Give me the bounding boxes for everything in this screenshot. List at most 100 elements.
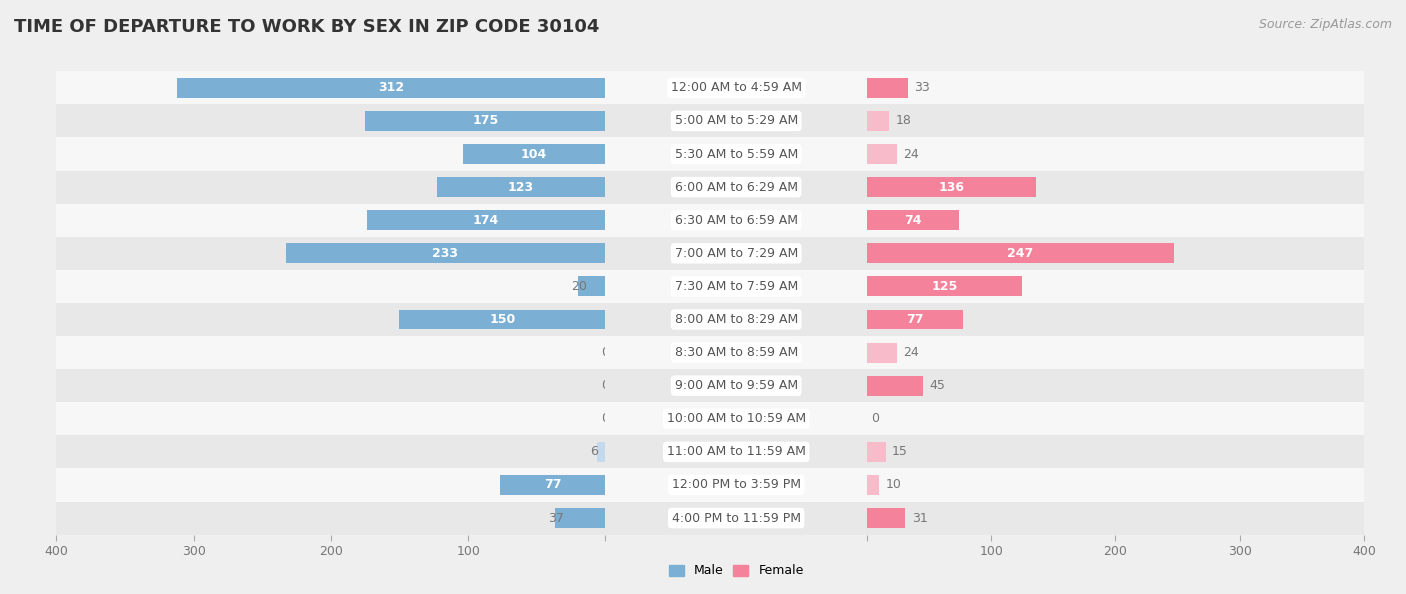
Bar <box>56 369 606 402</box>
Bar <box>868 336 1364 369</box>
Bar <box>606 402 868 435</box>
Bar <box>56 303 606 336</box>
Text: 0: 0 <box>602 346 609 359</box>
Bar <box>606 303 868 336</box>
Bar <box>606 237 868 270</box>
Text: 9:00 AM to 9:59 AM: 9:00 AM to 9:59 AM <box>675 379 797 392</box>
Bar <box>868 309 963 330</box>
Bar <box>56 435 606 469</box>
Bar <box>868 376 922 396</box>
Bar <box>868 303 1364 336</box>
Text: 8:00 AM to 8:29 AM: 8:00 AM to 8:29 AM <box>675 313 797 326</box>
Bar <box>868 105 1364 137</box>
Text: 33: 33 <box>914 81 929 94</box>
Text: 74: 74 <box>904 214 922 227</box>
Bar <box>56 303 606 336</box>
Text: 12:00 AM to 4:59 AM: 12:00 AM to 4:59 AM <box>671 81 801 94</box>
Bar <box>56 237 606 270</box>
Bar <box>56 170 606 204</box>
Text: Source: ZipAtlas.com: Source: ZipAtlas.com <box>1258 18 1392 31</box>
Bar <box>868 144 897 164</box>
Text: 37: 37 <box>548 511 564 525</box>
Bar <box>436 177 606 197</box>
Bar <box>56 336 606 369</box>
Bar <box>606 170 868 204</box>
Bar <box>606 369 868 402</box>
Bar <box>606 435 868 469</box>
Text: TIME OF DEPARTURE TO WORK BY SEX IN ZIP CODE 30104: TIME OF DEPARTURE TO WORK BY SEX IN ZIP … <box>14 18 599 36</box>
Bar <box>868 244 1174 263</box>
Bar <box>868 469 1364 501</box>
Text: 174: 174 <box>472 214 499 227</box>
Bar <box>56 204 606 237</box>
Text: 5:00 AM to 5:29 AM: 5:00 AM to 5:29 AM <box>675 115 797 128</box>
Text: 24: 24 <box>903 346 918 359</box>
Text: 77: 77 <box>905 313 924 326</box>
Bar <box>56 137 606 170</box>
Bar <box>868 435 1364 469</box>
Text: 4:00 PM to 11:59 PM: 4:00 PM to 11:59 PM <box>672 511 800 525</box>
Bar <box>606 469 868 501</box>
Bar <box>606 402 868 435</box>
Bar <box>56 369 606 402</box>
Bar <box>868 237 1364 270</box>
Bar <box>606 105 868 137</box>
Bar <box>56 137 606 170</box>
Text: 175: 175 <box>472 115 498 128</box>
Bar <box>868 369 1364 402</box>
Bar <box>606 270 868 303</box>
Text: 45: 45 <box>929 379 945 392</box>
Bar <box>868 336 1364 369</box>
Bar <box>554 508 606 528</box>
Bar <box>56 105 606 137</box>
Bar <box>56 170 606 204</box>
Bar <box>868 501 1364 535</box>
Text: 15: 15 <box>891 446 908 459</box>
Bar <box>366 111 606 131</box>
Bar <box>868 303 1364 336</box>
Text: 150: 150 <box>489 313 516 326</box>
Text: 123: 123 <box>508 181 534 194</box>
Bar <box>56 270 606 303</box>
Text: 233: 233 <box>433 247 458 260</box>
Bar <box>868 237 1364 270</box>
Bar <box>868 442 886 462</box>
Bar <box>868 210 959 230</box>
Bar <box>606 336 868 369</box>
Text: 0: 0 <box>602 379 609 392</box>
Text: 0: 0 <box>602 412 609 425</box>
Text: 12:00 PM to 3:59 PM: 12:00 PM to 3:59 PM <box>672 478 800 491</box>
Bar <box>606 137 868 170</box>
Bar <box>868 170 1364 204</box>
Bar <box>606 204 868 237</box>
Bar <box>56 402 606 435</box>
Bar <box>598 442 606 462</box>
Bar <box>868 111 890 131</box>
Bar <box>56 71 606 105</box>
Text: 31: 31 <box>911 511 928 525</box>
Text: 24: 24 <box>903 147 918 160</box>
Bar <box>868 369 1364 402</box>
Bar <box>868 276 1022 296</box>
Bar <box>868 177 1036 197</box>
Bar <box>868 435 1364 469</box>
Text: 0: 0 <box>870 412 879 425</box>
Bar <box>606 303 868 336</box>
Bar <box>868 469 1364 501</box>
Bar <box>868 475 879 495</box>
Bar <box>606 501 868 535</box>
Bar <box>56 105 606 137</box>
Text: 10:00 AM to 10:59 AM: 10:00 AM to 10:59 AM <box>666 412 806 425</box>
Text: 77: 77 <box>544 478 561 491</box>
Text: 18: 18 <box>896 115 911 128</box>
Bar <box>606 204 868 237</box>
Text: 6: 6 <box>591 446 598 459</box>
Bar <box>606 71 868 105</box>
Text: 11:00 AM to 11:59 AM: 11:00 AM to 11:59 AM <box>666 446 806 459</box>
Bar <box>868 78 908 98</box>
Bar <box>868 137 1364 170</box>
Bar <box>868 170 1364 204</box>
Bar <box>868 137 1364 170</box>
Bar <box>56 402 606 435</box>
Text: 6:00 AM to 6:29 AM: 6:00 AM to 6:29 AM <box>675 181 797 194</box>
